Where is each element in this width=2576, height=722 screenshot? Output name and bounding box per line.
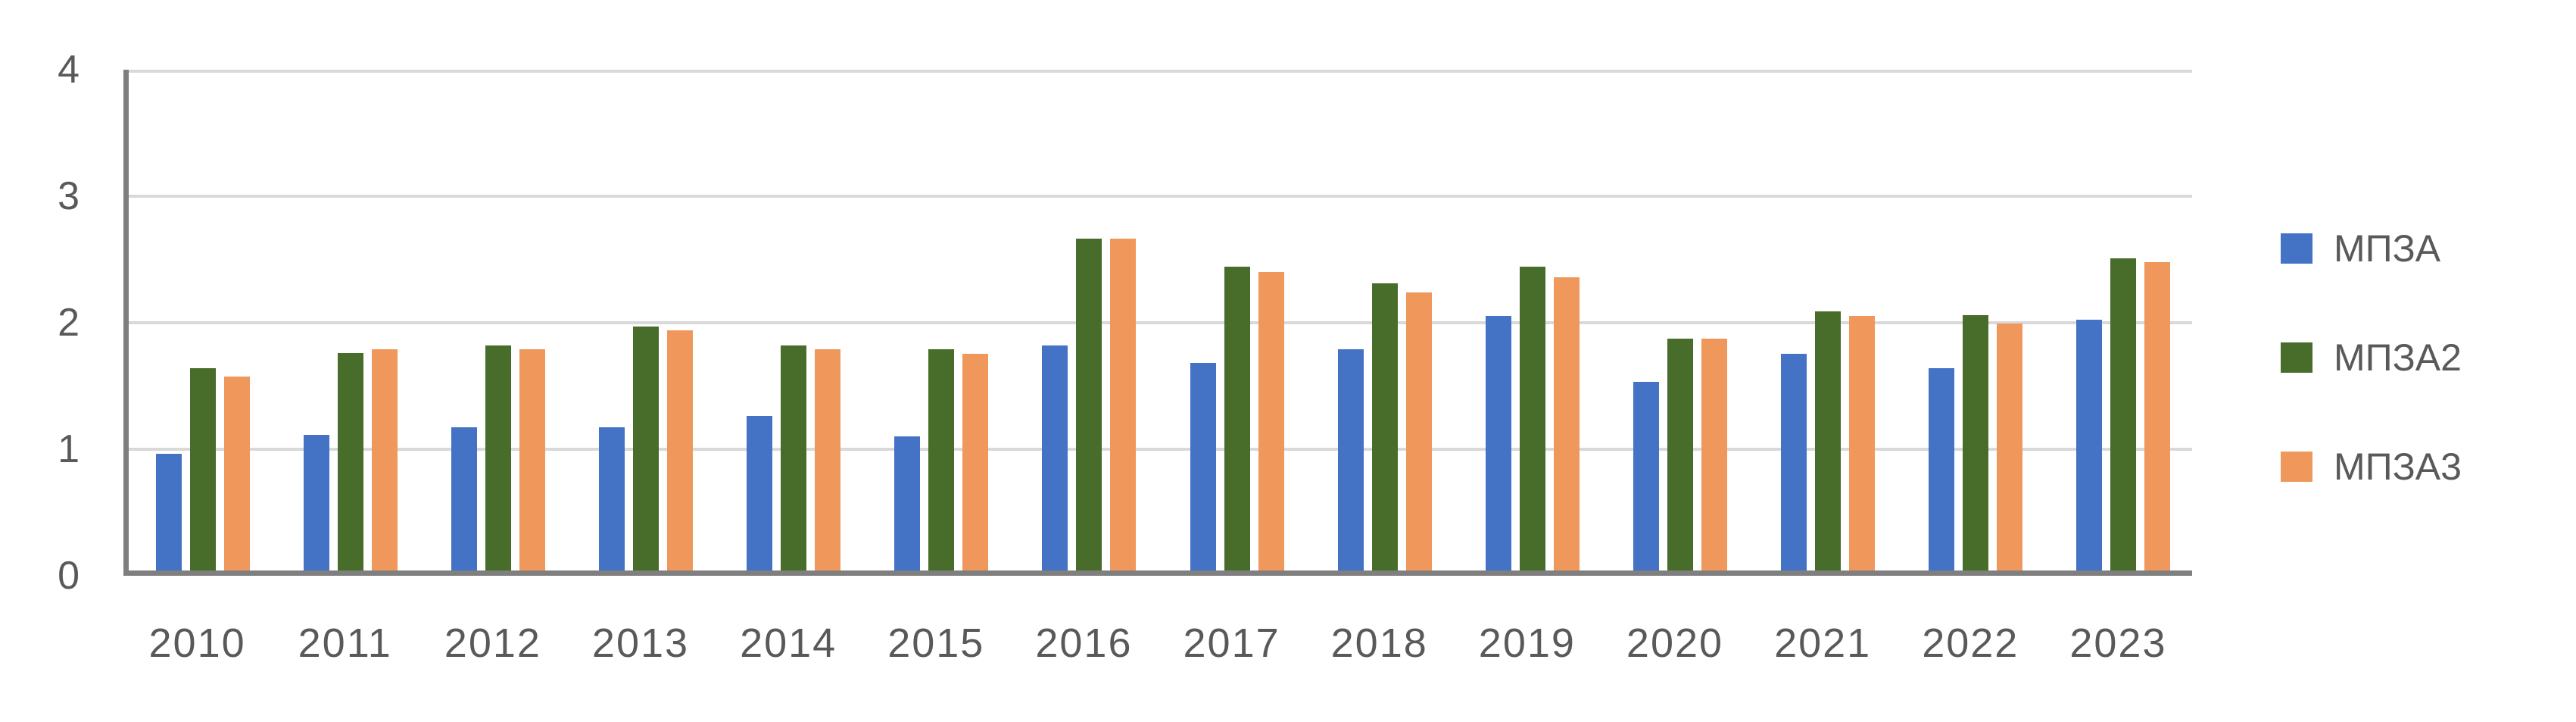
bar-МПЗА2-2013 [633, 327, 659, 570]
bar-МПЗА3-2016 [1110, 239, 1136, 570]
bar-МПЗА-2022 [1929, 368, 1954, 570]
bar-МПЗА2-2015 [928, 349, 954, 570]
x-tick-label-2017: 2017 [1183, 620, 1280, 666]
x-tick-label-2021: 2021 [1774, 620, 1872, 666]
bar-МПЗА2-2019 [1520, 267, 1545, 570]
bar-МПЗА2-2016 [1076, 239, 1102, 570]
bar-МПЗА-2013 [599, 427, 625, 570]
bar-МПЗА3-2013 [667, 330, 693, 570]
legend-label-МПЗА2: МПЗА2 [2334, 336, 2462, 379]
gridline-y2 [129, 321, 2192, 324]
bar-МПЗА2-2017 [1224, 267, 1250, 570]
bar-МПЗА2-2020 [1667, 339, 1693, 570]
bar-МПЗА3-2021 [1849, 316, 1875, 570]
bar-МПЗА-2010 [156, 454, 182, 570]
bar-МПЗА-2019 [1486, 316, 1511, 570]
bar-МПЗА2-2023 [2110, 258, 2136, 570]
bar-МПЗА-2018 [1338, 349, 1364, 570]
x-tick-label-2023: 2023 [2069, 620, 2167, 666]
bar-МПЗА3-2012 [519, 349, 545, 570]
bar-МПЗА-2011 [304, 435, 329, 570]
x-tick-label-2012: 2012 [444, 620, 541, 666]
bar-МПЗА3-2015 [962, 354, 988, 570]
bar-МПЗА3-2014 [815, 349, 840, 570]
bar-МПЗА3-2011 [372, 349, 398, 570]
x-tick-label-2015: 2015 [887, 620, 985, 666]
bar-МПЗА-2017 [1190, 363, 1216, 570]
legend-item-МПЗА: МПЗА [2281, 227, 2462, 270]
legend-swatch-МПЗА [2281, 233, 2312, 264]
x-tick-label-2014: 2014 [740, 620, 837, 666]
x-tick-label-2020: 2020 [1626, 620, 1724, 666]
bar-МПЗА2-2011 [338, 353, 363, 570]
x-tick-label-2010: 2010 [148, 620, 246, 666]
legend-swatch-МПЗА2 [2281, 342, 2312, 373]
legend-swatch-МПЗА3 [2281, 452, 2312, 482]
y-tick-label-2: 2 [58, 301, 80, 345]
legend-label-МПЗА: МПЗА [2334, 227, 2441, 270]
y-tick-label-4: 4 [58, 48, 80, 92]
bar-МПЗА3-2020 [1701, 339, 1727, 570]
bar-МПЗА-2016 [1042, 345, 1068, 570]
legend-item-МПЗА3: МПЗА3 [2281, 445, 2462, 488]
y-tick-label-0: 0 [58, 554, 80, 598]
x-tick-label-2018: 2018 [1330, 620, 1428, 666]
bar-МПЗА3-2018 [1406, 292, 1432, 570]
bar-МПЗА3-2022 [1997, 323, 2022, 570]
gridline-y1 [129, 448, 2192, 451]
legend: МПЗА МПЗА2 МПЗА3 [2281, 227, 2462, 488]
x-tick-label-2011: 2011 [298, 620, 392, 666]
bar-МПЗА3-2010 [224, 377, 250, 570]
plot-area [123, 70, 2192, 576]
x-tick-label-2013: 2013 [591, 620, 690, 666]
bar-МПЗА3-2017 [1258, 272, 1284, 570]
bar-МПЗА2-2018 [1372, 283, 1398, 570]
gridline-y4 [129, 70, 2192, 73]
bar-МПЗА2-2021 [1815, 311, 1841, 570]
bar-МПЗА-2015 [894, 436, 920, 570]
x-tick-label-2019: 2019 [1478, 620, 1576, 666]
x-tick-label-2016: 2016 [1035, 620, 1133, 666]
bar-МПЗА-2014 [747, 416, 772, 570]
bar-МПЗА-2023 [2076, 320, 2102, 570]
bar-МПЗА2-2022 [1963, 315, 1988, 570]
bar-МПЗА2-2014 [781, 345, 806, 570]
x-tick-label-2022: 2022 [1922, 620, 2019, 666]
bar-МПЗА3-2019 [1554, 277, 1580, 570]
gridline-y3 [129, 195, 2192, 198]
legend-label-МПЗА3: МПЗА3 [2334, 445, 2462, 488]
bar-МПЗА-2020 [1633, 382, 1659, 570]
y-tick-label-1: 1 [58, 427, 80, 471]
y-tick-label-3: 3 [58, 174, 80, 218]
bar-МПЗА3-2023 [2144, 262, 2170, 570]
legend-item-МПЗА2: МПЗА2 [2281, 336, 2462, 379]
bar-МПЗА2-2012 [485, 345, 511, 570]
bar-МПЗА2-2010 [190, 368, 216, 570]
bar-МПЗА-2012 [451, 427, 477, 570]
bar-МПЗА-2021 [1781, 354, 1807, 570]
